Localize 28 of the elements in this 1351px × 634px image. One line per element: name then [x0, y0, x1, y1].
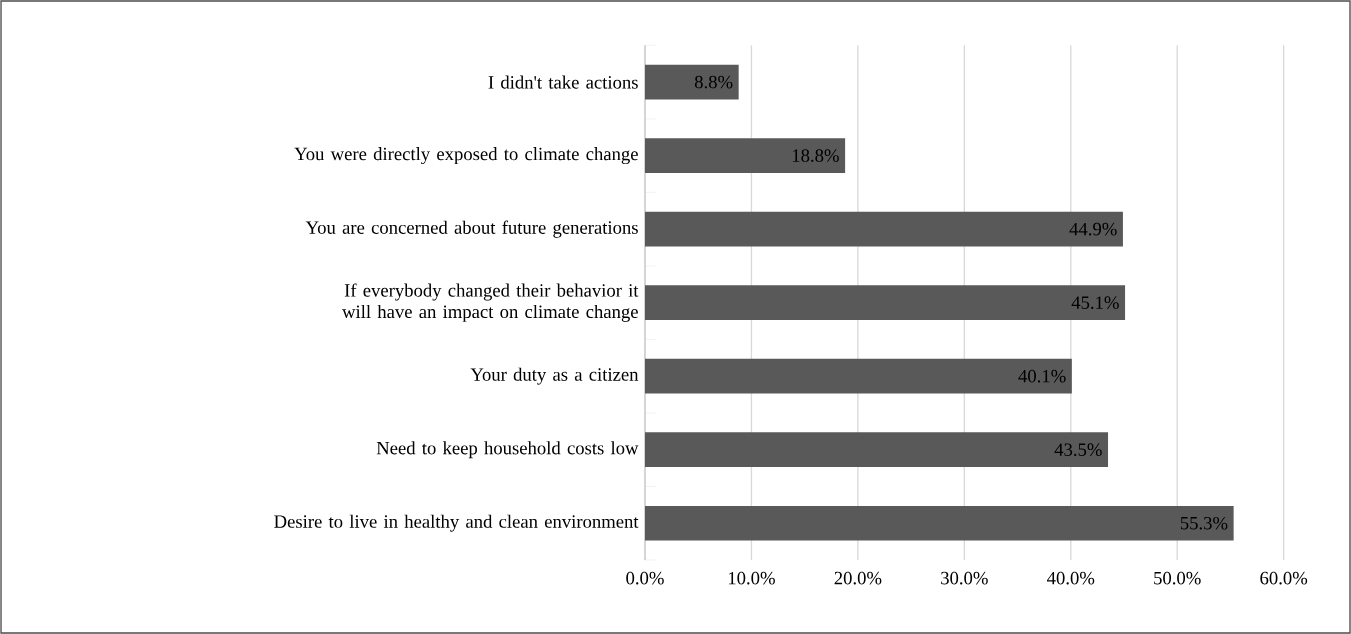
- y-tick-label: You were directly exposed to climate change: [294, 147, 638, 165]
- data-label: 45.1%: [1071, 296, 1119, 309]
- bar: [645, 358, 1072, 394]
- x-tick-label: 20.0%: [834, 571, 882, 585]
- y-tick-label: Your duty as a citizen: [470, 367, 639, 385]
- data-label: 44.9%: [1069, 222, 1117, 236]
- data-label: 40.1%: [1018, 369, 1066, 383]
- x-tick-label: 60.0%: [1260, 571, 1308, 585]
- bar: [645, 138, 846, 173]
- y-tick-label: You are concerned about future generations: [305, 220, 638, 238]
- y-tick-label: Need to keep household costs low: [376, 441, 639, 459]
- data-label: 43.5%: [1054, 443, 1102, 457]
- x-tick-label: 40.0%: [1047, 571, 1095, 585]
- bar: [645, 432, 1109, 468]
- x-tick-label: 30.0%: [941, 571, 988, 585]
- bar: [645, 285, 1126, 320]
- bar: [645, 211, 1123, 247]
- data-label: 18.8%: [792, 149, 839, 162]
- bar: [645, 64, 739, 100]
- y-tick-label: I didn't take actions: [488, 75, 638, 89]
- x-tick-label: 0.0%: [626, 571, 664, 585]
- x-tick-label: 10.0%: [728, 571, 775, 585]
- data-label: 8.8%: [694, 75, 733, 89]
- bar: [645, 505, 1234, 541]
- x-tick-label: 50.0%: [1154, 571, 1201, 585]
- y-tick-label: If everybody changed their behavior it will have an impact on climate change: [342, 283, 639, 322]
- data-label: 55.3%: [1180, 516, 1228, 530]
- y-tick-label: Desire to live in healthy and clean environment: [274, 514, 639, 532]
